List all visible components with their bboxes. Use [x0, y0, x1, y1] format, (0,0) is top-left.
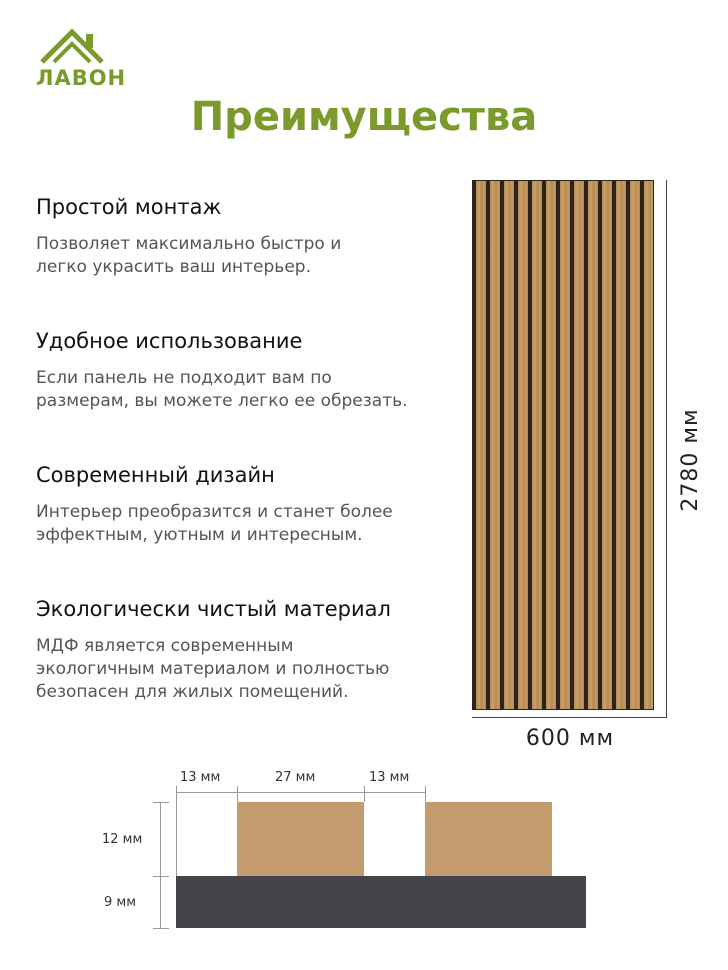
guide-line	[176, 792, 425, 793]
guide-line	[153, 928, 169, 929]
feature-description: Интерьер преобразится и станет более эфф…	[36, 502, 393, 545]
feature-item: Удобное использование Если панель не под…	[36, 329, 456, 413]
feature-title: Удобное использование	[36, 329, 303, 353]
width-dimension-line	[472, 717, 667, 718]
feature-title: Современный дизайн	[36, 463, 275, 487]
panel-width-label: 600 мм	[525, 726, 615, 751]
guide-line	[153, 802, 169, 803]
guide-line	[364, 786, 365, 802]
feature-description: Если панель не подходит вам по размерам,…	[36, 368, 408, 411]
brand-name: ЛАВОН	[36, 66, 127, 90]
base-height-label: 9 мм	[104, 895, 137, 910]
feature-item: Экологически чистый материал МДФ являетс…	[36, 597, 456, 704]
base-block	[176, 876, 586, 928]
guide-line	[160, 802, 161, 928]
height-dimension-line	[666, 180, 667, 718]
gap-right-label: 13 мм	[369, 770, 410, 785]
feature-description: МДФ является современным экологичным мат…	[36, 636, 390, 702]
guide-line	[176, 786, 177, 878]
guide-line	[425, 786, 426, 802]
guide-line	[237, 786, 238, 802]
acoustic-panel-image	[472, 180, 654, 710]
feature-item: Современный дизайн Интерьер преобразится…	[36, 463, 456, 547]
house-roof-icon	[40, 28, 104, 64]
feature-description: Позволяет максимально быстро и легко укр…	[36, 234, 342, 277]
feature-item: Простой монтаж Позволяет максимально быс…	[36, 195, 456, 279]
slat-block	[237, 802, 364, 876]
gap-left-label: 13 мм	[180, 770, 221, 785]
slat-height-label: 12 мм	[102, 832, 143, 847]
page-title: Преимущества	[190, 94, 538, 140]
guide-line	[153, 876, 169, 877]
brand-logo: ЛАВОН	[36, 26, 125, 92]
feature-title: Простой монтаж	[36, 195, 222, 219]
feature-title: Экологически чистый материал	[36, 597, 391, 621]
slat-block	[425, 802, 552, 876]
panel-height-label: 2780 мм	[678, 408, 703, 512]
slat-width-label: 27 мм	[275, 770, 316, 785]
